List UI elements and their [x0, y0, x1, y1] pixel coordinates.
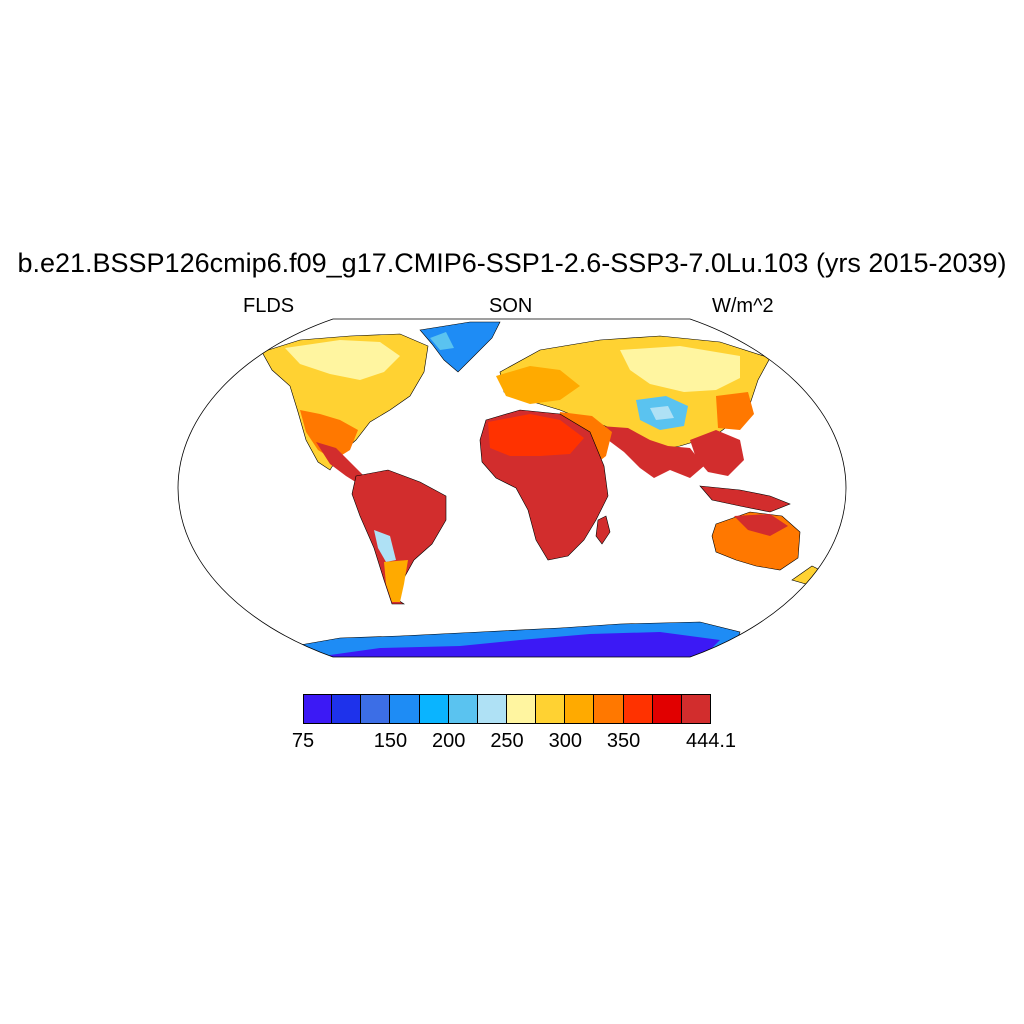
colorbar-tick-label: 75	[291, 730, 315, 752]
region-south-asia	[600, 426, 704, 478]
colorbar-box	[477, 694, 507, 724]
colorbar-box	[332, 694, 362, 724]
region-greenland-edge	[430, 332, 454, 350]
region-sa-south	[384, 560, 408, 602]
region-new-zealand	[791, 565, 821, 585]
region-madagascar	[595, 515, 611, 545]
region-east-asia	[716, 392, 754, 430]
region-tibet-core	[650, 406, 674, 420]
colorbar-box	[652, 694, 682, 724]
colorbar-tick-label: 300	[548, 730, 582, 752]
colorbar-box	[303, 694, 333, 724]
colorbar-box	[623, 694, 653, 724]
colorbar-box	[681, 694, 711, 724]
region-na-south	[300, 410, 358, 460]
region-greenland	[419, 321, 501, 373]
colorbar	[303, 694, 711, 724]
region-australia-north	[734, 514, 788, 536]
region-indonesia	[699, 485, 791, 513]
season-label: SON	[489, 295, 533, 317]
colorbar-tick-label: 200	[432, 730, 466, 752]
colorbar-box	[565, 694, 595, 724]
colorbar-box	[507, 694, 537, 724]
plot-title: b.e21.BSSP126cmip6.f09_g17.CMIP6-SSP1-2.…	[17, 248, 1007, 278]
variable-label: FLDS	[243, 295, 295, 317]
colorbar-tick-label: 150	[373, 730, 408, 752]
region-central-america	[316, 442, 372, 486]
colorbar-tick-label: 444.1	[685, 730, 737, 752]
colorbar-tick-label: 250	[490, 730, 524, 752]
colorbar-box	[448, 694, 478, 724]
region-siberia	[620, 346, 740, 392]
colorbar-box	[419, 694, 449, 724]
map-boundary	[177, 318, 847, 658]
colorbar-box	[536, 694, 566, 724]
region-europe	[496, 366, 580, 404]
region-na-arctic	[285, 340, 400, 380]
colorbar-box	[361, 694, 391, 724]
region-sahara	[488, 414, 584, 456]
region-sa-andes	[374, 530, 396, 562]
units-label: W/m^2	[712, 295, 774, 317]
colorbar-tick-label: 350	[606, 730, 641, 752]
colorbar-box	[594, 694, 624, 724]
region-se-asia	[690, 430, 744, 476]
region-antarctica-interior	[330, 632, 720, 657]
colorbar-box	[390, 694, 420, 724]
